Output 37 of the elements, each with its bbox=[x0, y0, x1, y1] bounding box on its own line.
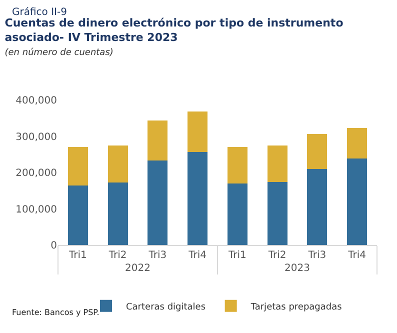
bar bbox=[148, 160, 168, 245]
x-tick-label: Tri2 bbox=[108, 250, 127, 261]
x-tick-label: Tri1 bbox=[227, 250, 246, 261]
text: Gráfico II-9 bbox=[12, 7, 67, 18]
bar bbox=[68, 186, 88, 245]
y-tick-label: 100,000 bbox=[16, 204, 57, 216]
bar bbox=[267, 146, 288, 182]
text: 2022 bbox=[125, 263, 150, 274]
bar bbox=[108, 146, 128, 183]
x-tick-label: Tri3 bbox=[307, 250, 326, 261]
bar bbox=[148, 120, 168, 161]
x-tick-label: Tri4 bbox=[347, 250, 366, 261]
bar bbox=[188, 152, 208, 245]
bar bbox=[188, 112, 208, 152]
x-tick-label: Tri4 bbox=[188, 250, 207, 261]
y-tick-label: 300,000 bbox=[16, 132, 57, 143]
bar bbox=[347, 158, 368, 245]
y-tick-label: 400,000 bbox=[16, 96, 57, 106]
chart-title: Cuentas de dinero electrónico por tipo de instrumento asociado- IV Trimestre 2023 bbox=[4, 16, 344, 44]
bar bbox=[307, 168, 328, 245]
bar bbox=[108, 182, 128, 245]
legend-label: Tarjetas prepagadas bbox=[250, 302, 342, 312]
source-note: Fuente: Bancos y PSP. bbox=[12, 308, 100, 317]
text: 2023 bbox=[284, 263, 310, 274]
y-tick-label: 200,000 bbox=[16, 168, 57, 179]
bar bbox=[267, 182, 288, 245]
bar bbox=[227, 146, 248, 184]
bar bbox=[227, 184, 248, 245]
bar bbox=[347, 128, 368, 158]
legend-label: Carteras digitales bbox=[126, 302, 206, 312]
x-tick-label: Tri1 bbox=[68, 250, 87, 261]
y-tick-label: 0 bbox=[50, 240, 57, 252]
chart-subtitle: (en número de cuentas) bbox=[4, 47, 114, 58]
bar bbox=[307, 134, 328, 169]
x-tick-label: Tri3 bbox=[148, 250, 167, 261]
bar bbox=[68, 146, 88, 186]
x-tick-label: Tri2 bbox=[267, 250, 286, 261]
